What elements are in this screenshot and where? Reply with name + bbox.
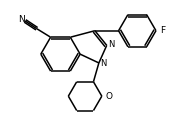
- Text: N: N: [18, 15, 24, 24]
- Text: F: F: [160, 26, 165, 35]
- Text: N: N: [109, 40, 115, 49]
- Text: N: N: [101, 59, 107, 68]
- Text: O: O: [106, 92, 113, 101]
